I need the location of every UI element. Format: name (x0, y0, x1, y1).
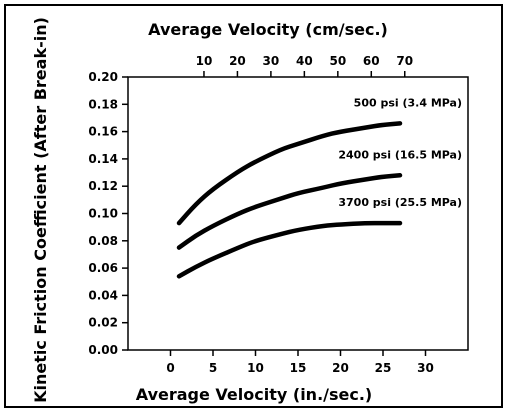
series-label-0: 500 psi (3.4 MPa) (354, 96, 462, 109)
series-line-0 (176, 121, 403, 226)
y-tick-label-3: 0.06 (88, 261, 118, 275)
x2-tick-label-0: 10 (196, 54, 213, 68)
x-tick-label-0: 0 (166, 361, 174, 375)
x-tick-label-5: 25 (375, 361, 392, 375)
y-tick-label-6: 0.12 (88, 179, 118, 193)
x2-tick-label-6: 70 (396, 54, 413, 68)
x-tick-label-1: 5 (209, 361, 217, 375)
x-tick-label-6: 30 (417, 361, 434, 375)
series-label-1: 2400 psi (16.5 MPa) (338, 148, 462, 161)
x-tick-label-3: 15 (290, 361, 307, 375)
y-tick-label-1: 0.02 (88, 316, 118, 330)
x-axis-title: Average Velocity (in./sec.) (136, 385, 372, 404)
y-tick-label-7: 0.14 (88, 152, 118, 166)
plot-border (127, 76, 469, 351)
series-label-2: 3700 psi (25.5 MPa) (338, 196, 462, 209)
x2-tick-label-2: 30 (263, 54, 280, 68)
y-tick-label-4: 0.08 (88, 234, 118, 248)
y-tick-label-0: 0.00 (88, 343, 118, 357)
x2-tick-label-5: 60 (363, 54, 380, 68)
x2-tick-label-3: 40 (296, 54, 313, 68)
x2-tick-label-4: 50 (329, 54, 346, 68)
y-tick-label-2: 0.04 (88, 288, 118, 302)
x2-tick-label-1: 20 (229, 54, 246, 68)
x-tick-label-2: 10 (247, 361, 264, 375)
x-tick-label-4: 20 (332, 361, 349, 375)
y-axis-title: Kinetic Friction Coefficient (After Brea… (31, 17, 50, 403)
series-line-2 (176, 220, 403, 279)
y-tick-label-5: 0.10 (88, 207, 118, 221)
top-axis-title: Average Velocity (cm/sec.) (148, 20, 388, 39)
y-tick-label-8: 0.16 (88, 125, 118, 139)
series-line-1 (176, 173, 403, 250)
y-tick-label-9: 0.18 (88, 97, 118, 111)
y-tick-label-10: 0.20 (88, 70, 118, 84)
